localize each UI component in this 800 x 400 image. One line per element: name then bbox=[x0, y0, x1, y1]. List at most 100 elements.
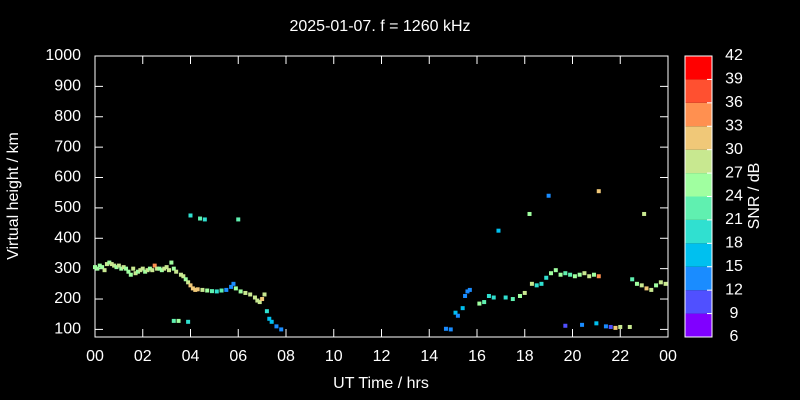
y-tick-label: 100 bbox=[54, 321, 81, 338]
point bbox=[594, 321, 599, 326]
y-axis-label: Virtual height / km bbox=[5, 132, 22, 260]
point bbox=[496, 228, 501, 233]
point bbox=[209, 289, 214, 294]
point bbox=[135, 269, 140, 274]
point bbox=[195, 287, 200, 292]
point bbox=[188, 283, 193, 288]
x-tick-label: 14 bbox=[420, 348, 438, 365]
colorbar-tick-label: 27 bbox=[725, 164, 743, 181]
point bbox=[255, 298, 260, 303]
point bbox=[549, 271, 554, 276]
point bbox=[176, 318, 181, 323]
colorbar-tick-label: 42 bbox=[725, 47, 743, 64]
point bbox=[100, 265, 105, 270]
point bbox=[183, 277, 188, 282]
point bbox=[568, 272, 573, 277]
y-tick-label: 600 bbox=[54, 169, 81, 186]
point bbox=[95, 266, 100, 271]
point bbox=[219, 288, 224, 293]
point bbox=[202, 217, 207, 222]
colorbar-label: SNR / dB bbox=[746, 163, 763, 230]
x-tick-label: 22 bbox=[611, 348, 629, 365]
point bbox=[596, 274, 601, 279]
point bbox=[186, 280, 191, 285]
y-tick-label: 700 bbox=[54, 138, 81, 155]
point bbox=[121, 265, 126, 270]
point bbox=[563, 271, 568, 276]
point bbox=[248, 292, 253, 297]
colorbar-tick-label: 9 bbox=[730, 305, 739, 322]
colorbar-band bbox=[685, 79, 712, 103]
point bbox=[131, 266, 136, 271]
x-tick-label: 20 bbox=[564, 348, 582, 365]
y-tick-label: 400 bbox=[54, 229, 81, 246]
point bbox=[238, 289, 243, 294]
colorbar-tick-label: 18 bbox=[725, 235, 743, 252]
point bbox=[654, 283, 659, 288]
point bbox=[257, 300, 262, 305]
point bbox=[534, 283, 539, 288]
point bbox=[190, 286, 195, 291]
point bbox=[150, 268, 155, 273]
point bbox=[517, 293, 522, 298]
point bbox=[642, 211, 647, 216]
colorbar-band bbox=[685, 219, 712, 244]
point bbox=[262, 292, 267, 297]
colorbar-tick-label: 15 bbox=[725, 258, 743, 275]
point bbox=[233, 286, 238, 291]
x-tick-label: 10 bbox=[325, 348, 343, 365]
point bbox=[491, 295, 496, 300]
colorbar-band bbox=[685, 126, 712, 150]
point bbox=[174, 269, 179, 274]
point bbox=[563, 323, 568, 328]
point bbox=[188, 213, 193, 218]
point bbox=[97, 263, 102, 268]
colorbar-band bbox=[685, 56, 712, 80]
point bbox=[124, 266, 129, 271]
point bbox=[119, 266, 124, 271]
point bbox=[205, 288, 210, 293]
y-tick-label: 300 bbox=[54, 260, 81, 277]
point bbox=[455, 313, 460, 318]
y-tick-label: 800 bbox=[54, 108, 81, 125]
point bbox=[143, 269, 148, 274]
point bbox=[572, 274, 577, 279]
point bbox=[529, 281, 534, 286]
point bbox=[603, 324, 608, 329]
point bbox=[546, 193, 551, 198]
point bbox=[596, 189, 601, 194]
colorbar-tick-label: 6 bbox=[730, 328, 739, 345]
point bbox=[140, 266, 145, 271]
point bbox=[527, 211, 532, 216]
point bbox=[198, 216, 203, 221]
point bbox=[269, 319, 274, 324]
point bbox=[267, 316, 272, 321]
point bbox=[580, 322, 585, 327]
x-tick-label: 18 bbox=[516, 348, 534, 365]
colorbar-band bbox=[685, 313, 712, 337]
point bbox=[126, 269, 131, 274]
point bbox=[102, 268, 107, 273]
y-tick-label: 500 bbox=[54, 199, 81, 216]
point bbox=[522, 290, 527, 295]
point bbox=[109, 262, 114, 267]
point bbox=[486, 293, 491, 298]
point bbox=[104, 262, 109, 267]
point bbox=[544, 275, 549, 280]
point bbox=[145, 268, 150, 273]
point bbox=[453, 310, 458, 315]
point bbox=[443, 326, 448, 331]
point bbox=[164, 265, 169, 270]
colorbar-tick-label: 33 bbox=[725, 117, 743, 134]
point bbox=[539, 281, 544, 286]
colorbar-band bbox=[685, 196, 712, 220]
point bbox=[93, 265, 97, 270]
point bbox=[171, 266, 176, 271]
point bbox=[264, 309, 269, 314]
point bbox=[658, 280, 663, 285]
point bbox=[169, 260, 174, 265]
point bbox=[591, 272, 596, 277]
point bbox=[186, 319, 191, 324]
